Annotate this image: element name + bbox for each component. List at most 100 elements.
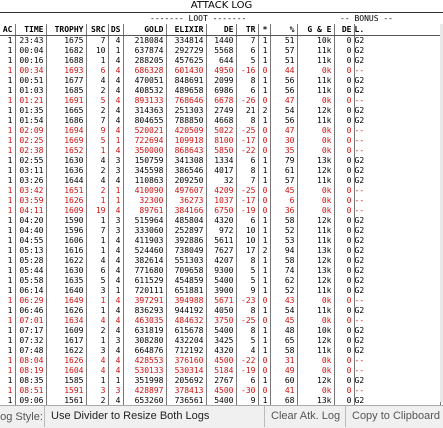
table-cell: 497607 [166, 186, 207, 196]
clear-attack-log-button[interactable]: Clear Atk. Log [264, 406, 346, 427]
table-cell: 1 [258, 56, 271, 66]
table-cell: 410090 [123, 186, 167, 196]
column-header: TIME [15, 24, 47, 36]
column-header: DS [108, 24, 124, 36]
table-cell: 0k [297, 356, 335, 366]
table-cell: 0 [334, 396, 355, 406]
table-row: 1 03:42 1651 2 1 410090 497607 4209 -25 0 45 0k 0 -- [0, 186, 441, 196]
table-cell: 04:11 [15, 206, 47, 216]
table-cell: 432204 [166, 336, 207, 346]
table-cell: 0 [334, 196, 355, 206]
table-cell: 10 [236, 236, 259, 246]
table-cell: 0 [334, 106, 355, 116]
table-cell: 13k [297, 266, 335, 276]
table-row: 1 01:54 1686 7 4 804655 788850 4668 8 1 56 11k 0 G2 [0, 116, 441, 126]
table-cell: 218084 [123, 35, 167, 46]
table-cell: 13k [297, 396, 335, 406]
table-cell: 51 [270, 56, 298, 66]
table-cell: 1693 [46, 66, 87, 76]
table-row: 1 02:55 1630 4 3 150759 341308 1334 6 1 79 13k 0 G2 [0, 156, 441, 166]
table-cell: 454859 [166, 276, 207, 286]
table-cell: 11k [297, 56, 335, 66]
table-cell: 6678 [206, 96, 237, 106]
table-row: 1 02:38 1652 1 4 350000 868643 5850 -22 0 35 0k 0 -- [0, 146, 441, 156]
table-row: 1 01:35 1665 2 4 314363 251303 2749 21 2 54 12k 0 G2 [0, 106, 441, 116]
table-cell: 736561 [166, 396, 207, 406]
table-cell: 0 [334, 336, 355, 346]
table-cell: 1685 [46, 86, 87, 96]
table-cell: -- [354, 66, 441, 76]
table-cell: 0 [258, 386, 271, 396]
table-cell: 150759 [123, 156, 167, 166]
table-cell: 54 [270, 306, 298, 316]
copy-to-clipboard-button[interactable]: Copy to Clipboard [345, 406, 443, 427]
table-cell: 35 [270, 146, 298, 156]
table-cell: G2 [354, 46, 441, 56]
column-header: GOLD [123, 24, 167, 36]
table-cell: 4 [108, 96, 124, 106]
column-header: TROPHY [46, 24, 87, 36]
table-cell: 1630 [46, 266, 87, 276]
table-row: 1 04:55 1606 1 4 411903 392886 5611 10 1 53 11k 0 G2 [0, 236, 441, 246]
table-cell: 1665 [46, 106, 87, 116]
table-cell: 5022 [206, 126, 237, 136]
table-cell: 0 [258, 356, 271, 366]
table-row: 1 02:25 1669 5 1 722694 109918 8100 -17 0 30 0k 0 -- [0, 136, 441, 146]
column-header: DE [334, 24, 355, 36]
table-cell: 392886 [166, 236, 207, 246]
table-header-row: AC TIME TROPHY SRC DS GOLD ELIXIR DE TR *% G & E DE… [0, 24, 441, 36]
table-cell: 1 [0, 76, 16, 86]
table-cell: 7 [236, 35, 259, 46]
table-cell: 8 [236, 166, 259, 176]
table-cell: 9300 [206, 266, 237, 276]
table-cell: 5400 [206, 396, 237, 406]
column-header: TR [236, 24, 259, 36]
table-cell: G2 [354, 306, 441, 316]
table-cell: 1 [0, 136, 16, 146]
table-cell: 524460 [123, 246, 167, 256]
table-cell: 1630 [46, 156, 87, 166]
table-cell: 515964 [123, 216, 167, 226]
table-cell: 1609 [46, 326, 87, 336]
table-cell: 0 [258, 296, 271, 306]
table-cell: 0 [334, 35, 355, 46]
table-cell: 6 [86, 266, 109, 276]
table-cell: 1 [0, 126, 16, 136]
table-cell: 19 [86, 206, 109, 216]
table-cell: 4 [86, 316, 109, 326]
table-cell: 6986 [206, 86, 237, 96]
table-cell: 1 [108, 136, 124, 146]
table-cell: 0 [334, 156, 355, 166]
table-cell: 8100 [206, 136, 237, 146]
table-cell: 463035 [123, 316, 167, 326]
table-cell: 36 [270, 206, 298, 216]
table-cell: 664876 [123, 346, 167, 356]
table-cell: G2 [354, 346, 441, 356]
table-cell: -- [354, 366, 441, 376]
table-cell: 1561 [46, 396, 87, 406]
table-cell: 4 [86, 356, 109, 366]
vertical-scrollbar[interactable] [440, 24, 443, 402]
table-cell: 209250 [166, 176, 207, 186]
column-header: L. [354, 24, 441, 36]
table-cell: 1 [108, 46, 124, 56]
divider-hint[interactable]: Use Divider to Resize Both Logs [44, 406, 215, 427]
table-cell: 1 [258, 336, 271, 346]
table-cell: 351998 [123, 376, 167, 386]
table-cell: 6750 [206, 206, 237, 216]
table-cell: 1617 [46, 336, 87, 346]
table-cell: 0 [334, 306, 355, 316]
table-cell: 1 [258, 166, 271, 176]
table-cell: 615678 [166, 326, 207, 336]
table-cell: 1 [0, 186, 16, 196]
table-cell: 1640 [46, 286, 87, 296]
table-cell: 1 [108, 196, 124, 206]
table-cell: 02:55 [15, 156, 47, 166]
table-cell: 2099 [206, 76, 237, 86]
table-cell: 11k [297, 346, 335, 356]
table-cell: 61 [270, 166, 298, 176]
table-cell: 3 [108, 216, 124, 226]
table-cell: 484632 [166, 316, 207, 326]
table-cell: 5 [86, 136, 109, 146]
table-cell: 1626 [46, 196, 87, 206]
